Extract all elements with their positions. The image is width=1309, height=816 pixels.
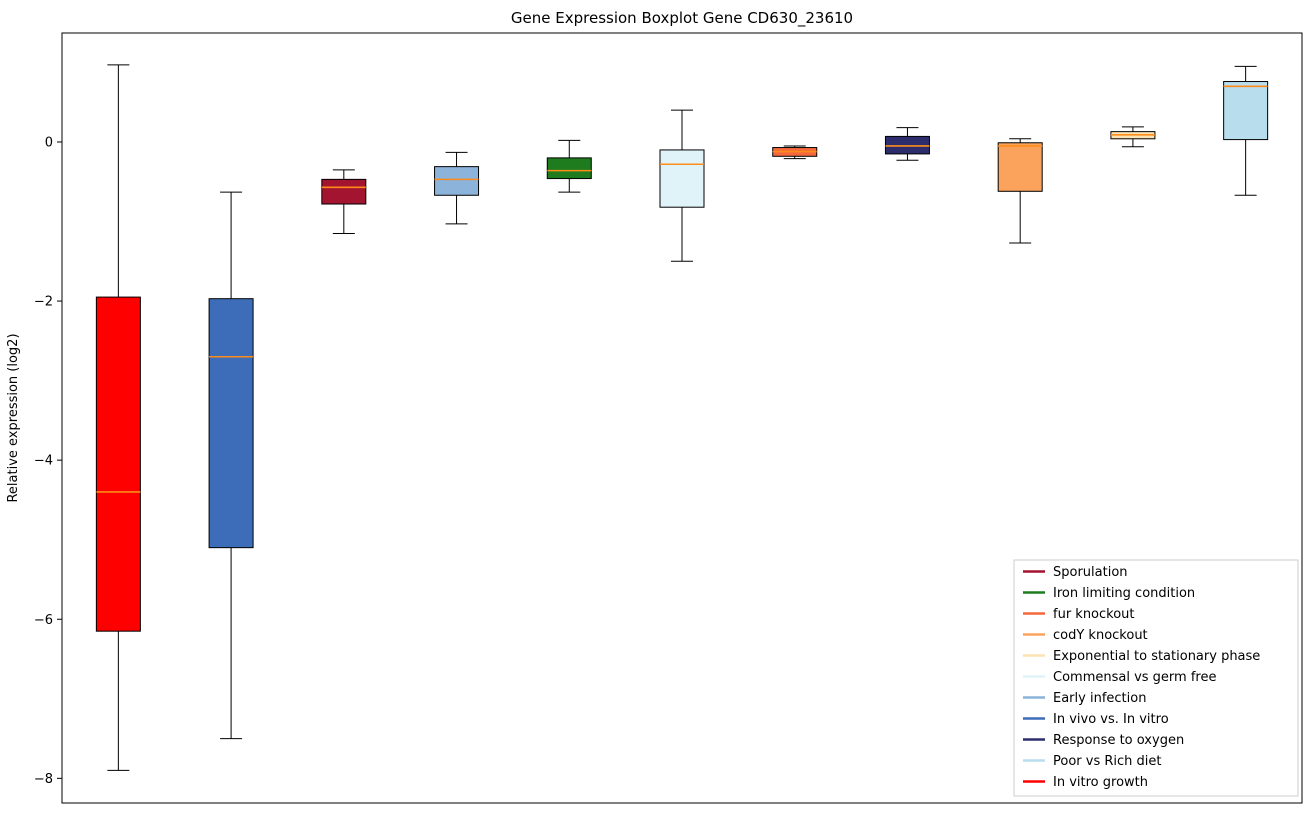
box-group-commensal-vs-germ-free (659, 109, 705, 262)
legend-label: Poor vs Rich diet (1053, 754, 1161, 769)
legend-entry-poor-vs-rich-diet: Poor vs Rich diet (1023, 754, 1161, 769)
box-in-vivo-vs-in-vitro (208, 298, 254, 549)
legend-label: Commensal vs germ free (1053, 670, 1216, 685)
legend-label: fur knockout (1053, 607, 1135, 622)
box-group-early-infection (434, 151, 480, 225)
axes-frame (61, 32, 1303, 804)
y-axis-label: Relative expression (log2) (6, 333, 21, 502)
y-tick-label: −8 (34, 772, 53, 787)
legend-entry-early-infection: Early infection (1023, 691, 1146, 706)
y-tick-label: −6 (34, 613, 53, 628)
chart-title: Gene Expression Boxplot Gene CD630_23610 (511, 9, 853, 28)
legend-entry-cody-knockout: codY knockout (1023, 628, 1148, 643)
box-in-vitro-growth (95, 296, 141, 632)
legend-entry-in-vitro-growth: In vitro growth (1023, 775, 1148, 790)
legend-entry-response-to-oxygen: Response to oxygen (1023, 733, 1184, 748)
box-group-exponential-to-stationary-phase (1110, 126, 1156, 148)
legend-entry-fur-knockout: fur knockout (1023, 607, 1135, 622)
box-commensal-vs-germ-free (659, 149, 705, 208)
plot-area: 0 −2 −4 −6 −8 (34, 32, 1303, 804)
box-group-iron-limiting-condition (546, 139, 592, 193)
legend-label: Response to oxygen (1053, 733, 1184, 748)
legend-label: Iron limiting condition (1053, 586, 1195, 601)
legend-label: In vivo vs. In vitro (1053, 712, 1169, 727)
legend-entry-exponential-to-stationary-phase: Exponential to stationary phase (1023, 649, 1260, 664)
legend-frame (1013, 559, 1299, 797)
legend-entry-in-vivo-vs-in-vitro: In vivo vs. In vitro (1023, 712, 1169, 727)
y-tick-label: −4 (34, 454, 53, 469)
box-poor-vs-rich-diet (1223, 81, 1269, 141)
legend-label: codY knockout (1053, 628, 1148, 643)
box-group-fur-knockout (772, 145, 818, 160)
legend: Sporulation Iron limiting condition fur kn… (1013, 559, 1299, 797)
box-early-infection (434, 166, 480, 196)
box-group-in-vivo-vs-in-vitro (208, 191, 254, 740)
legend-entry-iron-limiting-condition: Iron limiting condition (1023, 586, 1195, 601)
legend-entry-sporulation: Sporulation (1023, 565, 1128, 580)
box-cody-knockout (997, 142, 1043, 192)
legend-label: In vitro growth (1053, 775, 1148, 790)
box-group-sporulation (321, 169, 367, 234)
legend-label: Exponential to stationary phase (1053, 649, 1260, 664)
box-group-cody-knockout (997, 138, 1043, 244)
legend-label: Sporulation (1053, 565, 1128, 580)
box-group-poor-vs-rich-diet (1223, 65, 1269, 196)
box-group-in-vitro-growth (95, 64, 141, 771)
box-group-response-to-oxygen (884, 127, 930, 161)
y-tick-label: 0 (45, 135, 53, 150)
legend-entry-commensal-vs-germ-free: Commensal vs germ free (1023, 670, 1216, 685)
box-sporulation (321, 178, 367, 205)
box-iron-limiting-condition (546, 157, 592, 180)
y-tick-label: −2 (34, 295, 53, 310)
legend-label: Early infection (1053, 691, 1146, 706)
